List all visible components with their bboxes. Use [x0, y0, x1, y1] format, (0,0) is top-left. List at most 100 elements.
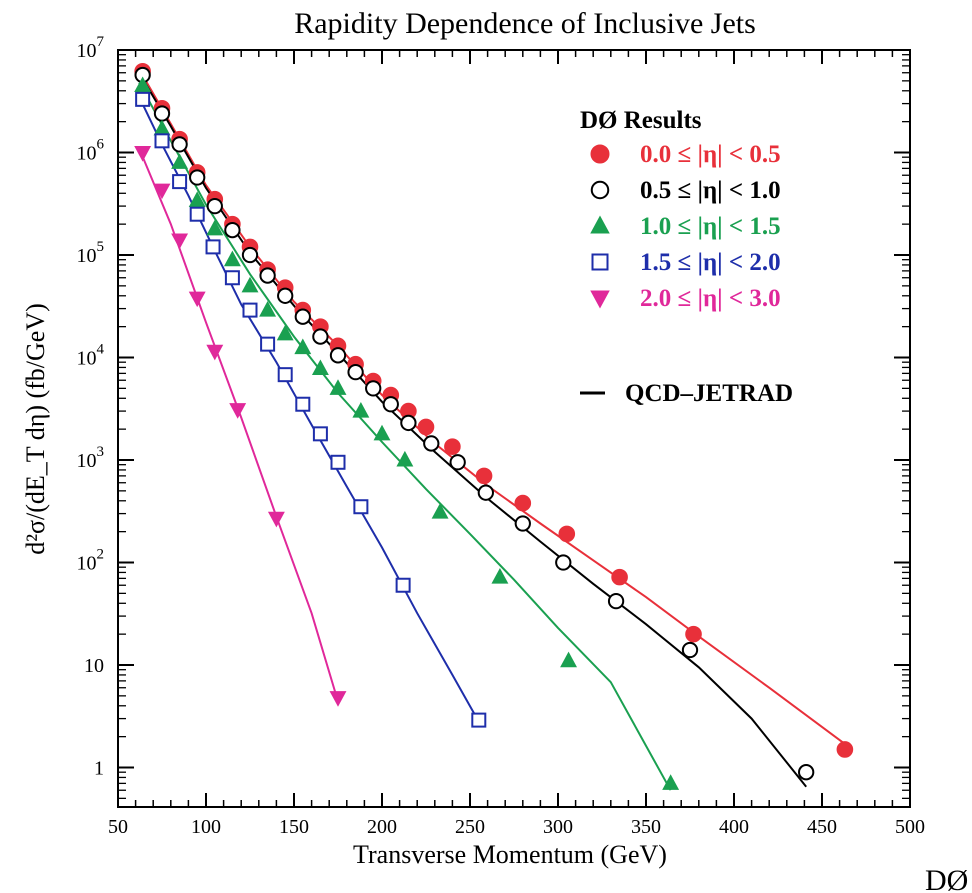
- data-point-series-2: [347, 363, 364, 381]
- legend-label-4: 1.5 ≤ |η| < 2.0: [640, 249, 781, 276]
- legend-theory-label: QCD–JETRAD: [625, 380, 793, 407]
- data-point-series-3: [373, 424, 391, 441]
- y-tick-label: 1: [94, 758, 104, 780]
- data-points: [134, 62, 854, 790]
- data-point-series-2: [607, 592, 625, 610]
- legend-label-1: 0.0 ≤ |η| < 0.5: [640, 141, 781, 168]
- data-point-series-2: [449, 454, 466, 471]
- data-point-series-3: [188, 191, 206, 208]
- x-axis-label: Transverse Momentum (GeV): [353, 840, 667, 869]
- data-point-series-4: [172, 174, 188, 190]
- data-point-series-2: [294, 308, 311, 325]
- x-tick-label: 50: [108, 816, 128, 838]
- data-point-series-1: [836, 741, 854, 758]
- data-point-series-3: [276, 324, 294, 341]
- data-point-series-2: [365, 380, 382, 397]
- data-point-series-1: [475, 467, 493, 485]
- y-axis-label: d²σ/(dE_T dη) (fb/GeV): [21, 303, 50, 555]
- chart-title: Rapidity Dependence of Inclusive Jets: [294, 7, 756, 40]
- data-point-series-3: [311, 359, 329, 376]
- data-point-series-4: [154, 133, 170, 149]
- x-tick-label: 200: [367, 816, 397, 838]
- data-point-series-1: [444, 438, 461, 455]
- legend: DØ Results 0.0 ≤ |η| < 0.5 0.5 ≤ |η| < 1.0…: [580, 107, 793, 407]
- data-point-series-5: [188, 291, 206, 308]
- data-point-series-5: [153, 183, 171, 200]
- data-point-series-2: [153, 105, 171, 122]
- data-point-series-3: [396, 450, 414, 467]
- data-point-series-4: [395, 577, 411, 593]
- data-point-series-2: [206, 197, 223, 215]
- data-point-series-4: [471, 712, 487, 728]
- y-tick-label: 106: [77, 137, 105, 165]
- data-point-series-3: [241, 276, 259, 293]
- data-point-series-4: [135, 91, 151, 107]
- data-point-series-3: [171, 153, 189, 169]
- y-tick-label: 105: [77, 239, 105, 267]
- y-tick-label: 107: [77, 34, 105, 62]
- data-point-series-2: [277, 287, 294, 304]
- data-point-series-1: [611, 568, 628, 586]
- data-point-series-4: [205, 239, 221, 255]
- data-point-series-4: [295, 396, 311, 412]
- y-tick-label: 102: [77, 547, 105, 575]
- legend-marker-1: [590, 144, 610, 164]
- data-point-series-2: [312, 328, 329, 345]
- data-point-series-5: [171, 233, 189, 250]
- data-point-series-3: [491, 568, 509, 584]
- data-point-series-4: [224, 270, 240, 286]
- data-point-series-4: [330, 454, 346, 470]
- legend-marker-3: [590, 215, 610, 234]
- y-tick-label: 10: [84, 655, 104, 677]
- data-point-series-3: [259, 301, 277, 317]
- data-point-series-2: [798, 764, 815, 781]
- data-point-series-3: [153, 119, 171, 136]
- data-point-series-2: [241, 246, 259, 264]
- data-point-series-4: [353, 499, 369, 515]
- corner-label: DØ: [925, 864, 968, 893]
- data-point-series-3: [560, 651, 578, 668]
- data-point-series-2: [259, 267, 276, 284]
- data-point-series-2: [423, 435, 440, 452]
- legend-label-5: 2.0 ≤ |η| < 3.0: [640, 285, 781, 312]
- x-axis-ticks: 50 100 150 200 250 300 350 400 450 500: [108, 50, 925, 838]
- data-point-series-4: [189, 206, 205, 222]
- x-tick-label: 250: [455, 816, 485, 838]
- data-point-series-5: [267, 511, 285, 528]
- data-point-series-2: [514, 515, 531, 532]
- x-tick-label: 150: [279, 816, 309, 838]
- data-point-series-2: [189, 169, 206, 186]
- data-point-series-3: [294, 338, 312, 355]
- data-point-series-4: [312, 426, 328, 442]
- data-point-series-3: [352, 401, 370, 418]
- data-point-series-2: [400, 414, 417, 432]
- y-tick-label: 103: [77, 444, 105, 472]
- theory-curve-3: [138, 82, 672, 791]
- legend-title: DØ Results: [580, 107, 702, 134]
- y-axis-label-group: d²σ/(dE_T dη) (fb/GeV): [21, 303, 50, 555]
- data-point-series-2: [477, 484, 494, 501]
- data-point-series-4: [260, 336, 276, 352]
- data-point-series-1: [685, 625, 702, 643]
- x-tick-label: 100: [191, 816, 221, 838]
- data-point-series-2: [329, 347, 347, 364]
- legend-marker-4: [591, 253, 609, 271]
- x-tick-label: 450: [807, 816, 837, 838]
- theory-curve-5: [138, 147, 339, 702]
- data-point-series-2: [681, 641, 699, 659]
- y-tick-label: 104: [77, 342, 105, 370]
- data-point-series-4: [277, 367, 293, 383]
- legend-label-2: 0.5 ≤ |η| < 1.0: [640, 177, 781, 204]
- data-point-series-2: [382, 396, 399, 413]
- data-point-series-3: [134, 76, 152, 93]
- data-point-series-4: [242, 302, 258, 318]
- data-point-series-5: [329, 691, 347, 707]
- legend-marker-5: [590, 290, 610, 309]
- x-tick-label: 400: [719, 816, 749, 838]
- plot-frame: [117, 49, 911, 808]
- data-point-series-2: [555, 554, 572, 571]
- data-point-series-5: [206, 344, 224, 361]
- data-point-series-5: [229, 403, 247, 419]
